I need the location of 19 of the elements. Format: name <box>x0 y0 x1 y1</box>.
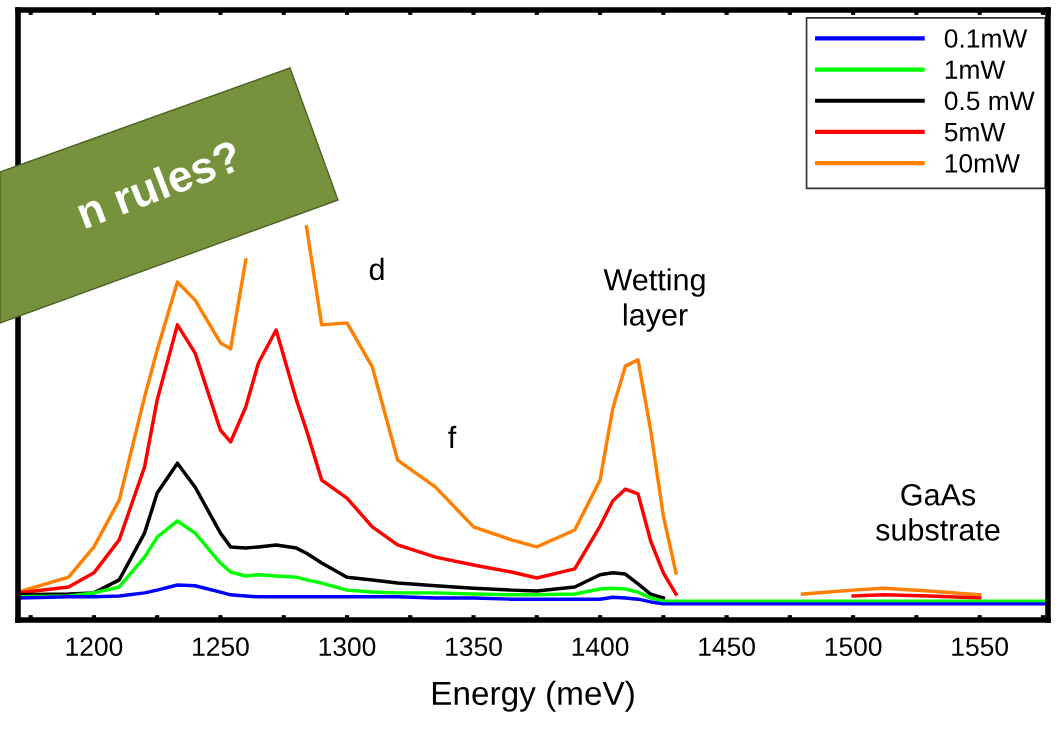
annotation: f <box>448 425 457 448</box>
legend-label: 1mW <box>945 60 1006 79</box>
x-tick-label: 1300 <box>319 637 376 657</box>
legend-label: 10mW <box>945 153 1020 173</box>
annotation: n rules? <box>74 138 243 230</box>
legend-label: 0.5 mW <box>944 91 1035 111</box>
x-tick-label: 1250 <box>193 637 249 657</box>
x-axis-title: Energy (meV) <box>432 680 634 712</box>
x-tick-label: 1350 <box>446 637 502 657</box>
x-tick-label: 1450 <box>699 637 755 657</box>
annotation: Wetting layer <box>603 268 705 332</box>
legend-label: 0.1mW <box>944 29 1028 48</box>
annotation: GaAs substrate <box>876 484 1000 541</box>
x-tick-label: 1500 <box>825 637 882 657</box>
x-tick-label: 1550 <box>952 637 1008 657</box>
annotation: d <box>369 257 384 281</box>
legend-label: 5mW <box>944 123 1006 142</box>
x-tick-label: 1200 <box>66 637 123 657</box>
x-tick-label: 1400 <box>572 637 629 657</box>
